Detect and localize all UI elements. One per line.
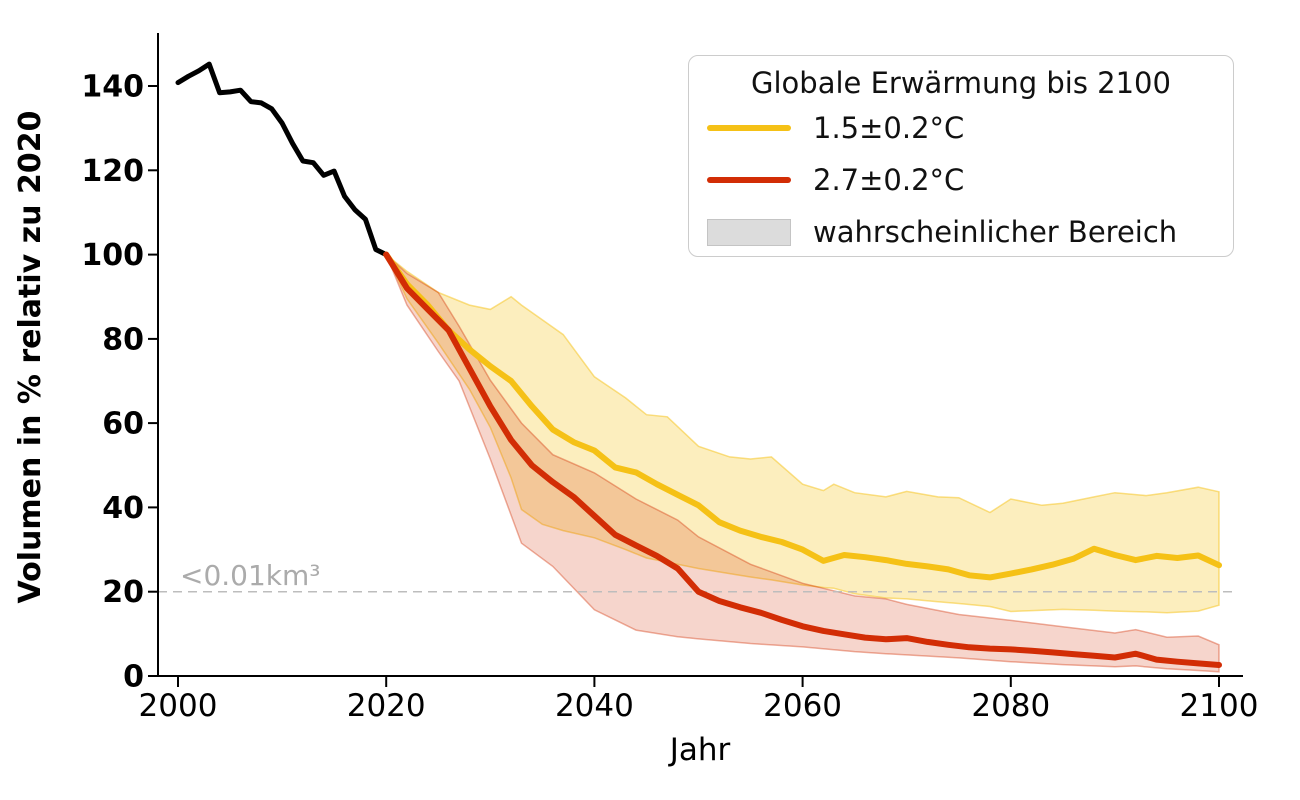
y-axis-label: Volumen in % relativ zu 2020: [13, 111, 48, 604]
series-lines: [175, 61, 1222, 668]
x-tick-label: 2060: [763, 688, 842, 724]
y-tick-label: 100: [81, 238, 144, 273]
y-tick-label: 80: [102, 322, 144, 357]
legend-swatch-line-2-7-icon: [707, 177, 791, 183]
legend-swatch-line-1-5-icon: [707, 125, 791, 131]
series-line-erwaermung-1-5-grad: [383, 251, 1222, 581]
y-tick-label: 20: [102, 575, 144, 610]
y-tick-label: 120: [81, 154, 144, 189]
legend-item-warming-1-5: 1.5±0.2°C: [689, 102, 1233, 154]
x-tick-label: 2080: [971, 688, 1050, 724]
x-tick-label: 2040: [555, 688, 634, 724]
legend-item-warming-2-7: 2.7±0.2°C: [689, 154, 1233, 206]
legend-item-likely-range: wahrscheinlicher Bereich: [689, 206, 1233, 258]
band-erwaermung-1-5-grad: [385, 254, 1220, 614]
legend-item-label: wahrscheinlicher Bereich: [813, 215, 1178, 249]
y-tick-label: 0: [123, 660, 144, 695]
series-line-historisch-2000-2020: [175, 61, 389, 258]
legend-item-label: 1.5±0.2°C: [813, 111, 965, 145]
y-tick-label: 140: [81, 70, 144, 105]
series-line-erwaermung-2-7-grad: [383, 251, 1222, 668]
x-tick-label: 2100: [1180, 688, 1259, 724]
y-tick-label: 60: [102, 407, 144, 442]
x-tick-label: 2020: [347, 688, 426, 724]
legend: Globale Erwärmung bis 2100 1.5±0.2°C 2.7…: [688, 55, 1234, 257]
legend-item-label: 2.7±0.2°C: [813, 163, 965, 197]
band-erwaermung-2-7-grad: [385, 254, 1220, 673]
x-tick-label: 2000: [139, 688, 218, 724]
y-tick-label: 40: [102, 491, 144, 526]
uncertainty-bands: [385, 254, 1220, 673]
x-axis-label: Jahr: [668, 732, 731, 768]
legend-swatch-patch-icon: [707, 218, 791, 246]
legend-title: Globale Erwärmung bis 2100: [751, 66, 1171, 100]
threshold-annotation: <0.01km³: [180, 559, 321, 592]
